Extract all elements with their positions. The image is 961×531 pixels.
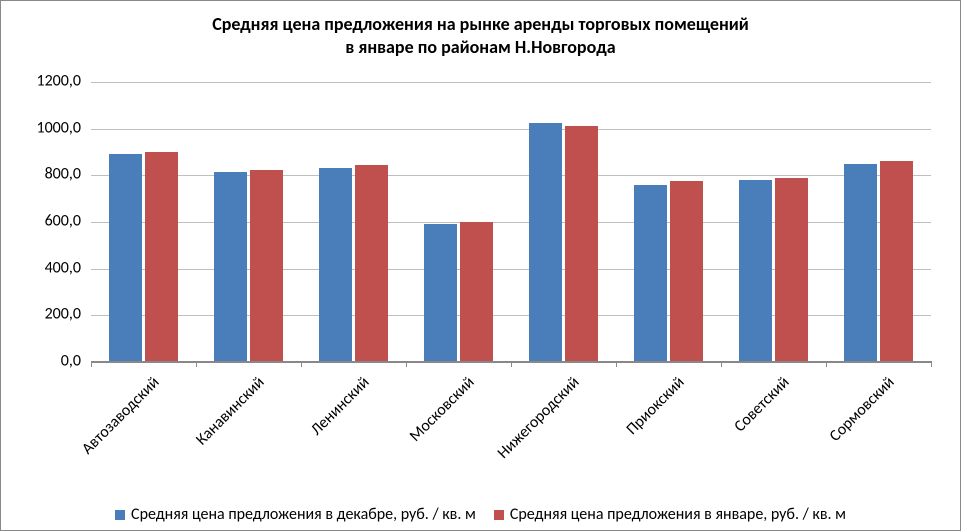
x-tick [721,361,722,367]
y-tick-label: 0,0 [21,352,81,371]
legend-item-0: Средняя цена предложения в декабре, руб.… [115,505,476,524]
x-axis-labels: АвтозаводскийКанавинскийЛенинскийМосковс… [91,369,931,489]
x-tick [301,361,302,367]
bar-series0-cat4 [529,123,562,362]
plot-area [91,81,931,362]
bar-series0-cat0 [109,154,142,362]
bar-series0-cat3 [424,224,457,362]
bar-series1-cat7 [880,161,913,362]
y-axis-labels: 0,0200,0400,0600,0800,01000,01200,0 [21,81,81,361]
x-tick [91,361,92,367]
bar-series1-cat6 [775,178,808,362]
y-tick-label: 1200,0 [21,72,81,91]
bar-series1-cat2 [355,165,388,362]
chart-title: Средняя цена предложения на рынке аренды… [1,13,960,58]
legend-swatch-icon [115,510,125,520]
chart-frame: Средняя цена предложения на рынке аренды… [0,0,961,531]
legend: Средняя цена предложения в декабре, руб.… [1,505,960,524]
bar-series1-cat3 [460,222,493,362]
bar-series1-cat0 [145,152,178,362]
x-tick [406,361,407,367]
bar-series1-cat5 [670,181,703,362]
chart-title-line2: в январе по районам Н.Новгорода [1,36,960,59]
y-tick-label: 200,0 [21,305,81,324]
x-tick [511,361,512,367]
bar-series1-cat1 [250,170,283,363]
legend-item-1: Средняя цена предложения в январе, руб. … [494,505,846,524]
chart-title-line1: Средняя цена предложения на рынке аренды… [1,13,960,36]
bar-series0-cat7 [844,164,877,362]
bar-series0-cat5 [634,185,667,362]
x-ticks [91,361,931,369]
bar-series0-cat2 [319,168,352,362]
y-tick-label: 400,0 [21,258,81,277]
bar-series1-cat4 [565,126,598,362]
bar-series0-cat1 [214,172,247,362]
bar-series0-cat6 [739,180,772,362]
y-tick-label: 600,0 [21,212,81,231]
x-tick [826,361,827,367]
x-tick [616,361,617,367]
x-tick [931,361,932,367]
y-tick-label: 1000,0 [21,118,81,137]
bars-layer [91,82,931,362]
legend-label-0: Средняя цена предложения в декабре, руб.… [131,505,476,524]
x-tick [196,361,197,367]
legend-swatch-icon [494,510,504,520]
legend-label-1: Средняя цена предложения в январе, руб. … [510,505,846,524]
y-tick-label: 800,0 [21,165,81,184]
